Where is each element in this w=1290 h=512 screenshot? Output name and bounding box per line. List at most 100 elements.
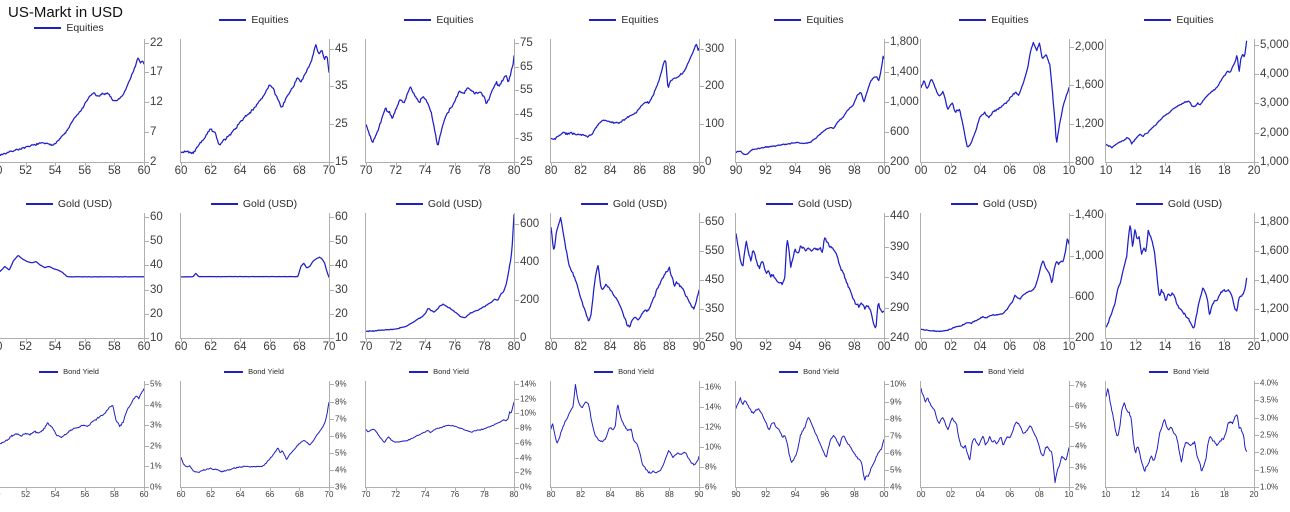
x-tick-label: 70 [322, 341, 336, 353]
chart-cell-equities-1960s: Equities 15 25 35 45 60 62 64 66 68 70 [175, 0, 365, 190]
y-tick-label: 6% [335, 431, 347, 441]
y-tick-mark [700, 251, 704, 253]
y-tick-label: 1,800 [1260, 215, 1289, 228]
y-tick-label: 9% [335, 379, 347, 389]
x-tick-label: 54 [48, 341, 62, 353]
x-tick-label: 68 [294, 490, 304, 499]
y-tick-label: 3,000 [1260, 97, 1289, 110]
y-tick-mark [700, 124, 704, 126]
line-series [181, 401, 329, 473]
chart-cell-gold-2000s: Gold (USD) 200 600 1,000 1,400 00 02 04 06 08 10 [915, 190, 1105, 362]
y-tick-label: 2 [150, 156, 157, 168]
y-tick-mark [515, 262, 519, 264]
x-tick-mark [854, 163, 856, 166]
x-tick-label: 16 [1190, 490, 1200, 499]
y-tick-mark [1070, 385, 1074, 387]
x-tick-mark [1194, 339, 1196, 342]
y-tick-mark [1255, 250, 1259, 252]
x-tick-mark [980, 488, 982, 491]
x-tick-mark [610, 163, 612, 166]
line-series [366, 401, 514, 443]
line-series [1106, 388, 1248, 472]
y-tick-mark [885, 487, 889, 488]
y-tick-label: 60 [335, 210, 348, 223]
x-tick-mark [1069, 163, 1070, 166]
x-tick-label: 60 [137, 341, 151, 353]
x-tick-mark [329, 339, 330, 342]
x-tick-mark [454, 339, 456, 342]
x-tick-label: 90 [729, 165, 743, 177]
x-tick-label: 04 [973, 165, 987, 177]
x-tick-label: 20 [1247, 165, 1261, 177]
x-tick-label: 58 [107, 341, 121, 353]
y-tick-label: 35 [520, 132, 533, 145]
x-tick-label: 52 [21, 490, 31, 499]
y-tick-label: 12 [150, 96, 163, 109]
y-tick-label: 340 [890, 271, 910, 283]
x-tick-label: 04 [973, 341, 987, 353]
y-tick-mark [700, 407, 704, 408]
x-tick-label: 88 [662, 165, 676, 177]
x-tick-label: 10 [1099, 165, 1113, 177]
y-tick-mark [145, 404, 149, 406]
chart-cell-bond-1960s: Bond Yield 3% 4% 5% 6% 7% 8% 9% 60 62 64 66 68 70 [177, 362, 365, 512]
legend-label: Gold (USD) [612, 198, 668, 210]
y-tick-label: 45 [335, 42, 348, 55]
x-tick-mark [1224, 488, 1226, 491]
plot-area: 800 1,200 1,600 2,000 00 02 04 06 08 10 [915, 39, 1104, 177]
x-tick-label: 08 [1032, 165, 1046, 177]
legend-label: Equities [251, 14, 289, 26]
legend-line-swatch [779, 370, 799, 373]
x-tick-mark [854, 339, 856, 342]
y-tick-label: 6% [520, 438, 532, 448]
x-tick-label: 68 [292, 341, 306, 353]
x-tick-mark [454, 163, 456, 166]
y-tick-label: 3% [335, 482, 347, 492]
y-tick-mark [330, 313, 334, 315]
y-tick-mark [700, 280, 704, 282]
y-tick-label: 20 [150, 307, 163, 320]
x-tick-mark [454, 488, 456, 491]
y-tick-label: 40 [150, 259, 163, 272]
x-tick-mark [765, 488, 767, 491]
y-tick-label: 75 [520, 36, 533, 49]
x-tick-mark [736, 339, 737, 342]
y-tick-mark [330, 289, 334, 291]
x-tick-label: 98 [847, 165, 861, 177]
legend-line-swatch [34, 27, 62, 29]
y-tick-mark [885, 216, 889, 217]
y-tick-mark [515, 413, 519, 415]
y-tick-mark [1070, 85, 1074, 87]
x-tick-mark [84, 339, 86, 342]
legend-line-swatch [1149, 370, 1169, 373]
legend: Gold (USD) [550, 198, 698, 210]
legend-label: Bond Yield [1173, 367, 1209, 376]
x-tick-mark [240, 339, 242, 342]
x-tick-label: 54 [50, 490, 60, 499]
y-tick-label: 600 [1075, 291, 1095, 303]
x-tick-label: 82 [574, 165, 587, 177]
y-tick-mark [515, 383, 519, 385]
y-tick-label: 0% [150, 482, 162, 492]
x-tick-mark [1009, 163, 1011, 166]
line-series [736, 233, 884, 329]
x-tick-mark [765, 339, 767, 342]
y-tick-mark [1255, 452, 1259, 454]
y-tick-mark [885, 418, 889, 420]
legend-label: Equities [1176, 14, 1214, 26]
y-tick-label: 5% [1075, 421, 1087, 431]
x-tick-label: 96 [820, 490, 830, 499]
y-tick-mark [330, 384, 334, 386]
x-tick-mark [484, 163, 486, 166]
y-tick-label: 22 [150, 36, 163, 49]
y-tick-mark [1255, 44, 1259, 46]
y-tick-mark [1255, 221, 1259, 223]
x-tick-mark [269, 488, 271, 491]
x-tick-mark [551, 488, 552, 491]
x-tick-mark [884, 163, 885, 166]
line-series [181, 44, 329, 155]
x-tick-mark [639, 339, 641, 342]
y-tick-mark [515, 42, 519, 44]
x-tick-label: 10 [1064, 490, 1074, 499]
chart-cell-equities-1950s: Equities 2 7 12 17 22 50 52 54 56 58 60 [0, 0, 180, 190]
